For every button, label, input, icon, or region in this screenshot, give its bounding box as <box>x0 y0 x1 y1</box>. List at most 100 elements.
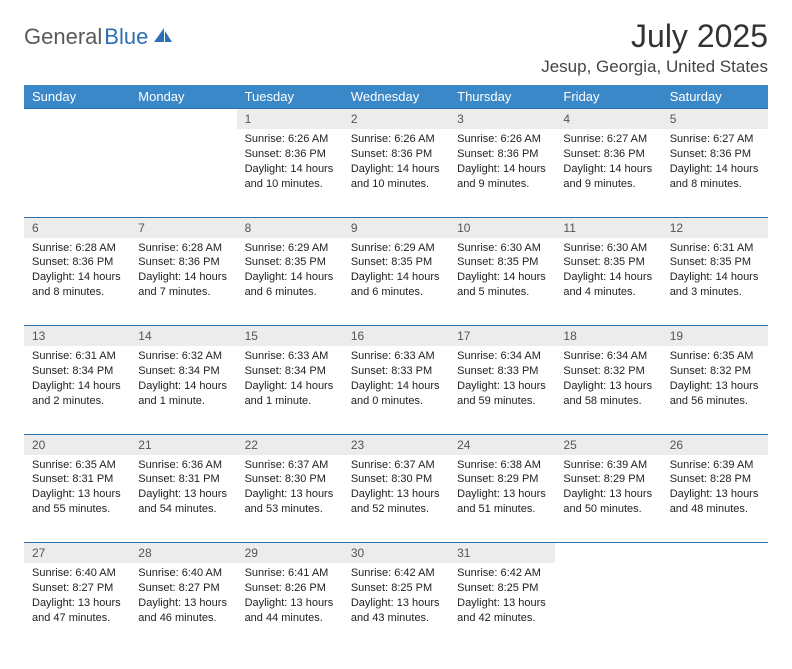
sunrise-text: Sunrise: 6:26 AM <box>351 132 441 147</box>
sunset-text: Sunset: 8:27 PM <box>32 581 122 596</box>
daylight-text: Daylight: 13 hours and 50 minutes. <box>563 487 653 517</box>
daylight-text: Daylight: 14 hours and 7 minutes. <box>138 270 228 300</box>
daylight-text: Daylight: 13 hours and 59 minutes. <box>457 379 547 409</box>
sunset-text: Sunset: 8:28 PM <box>670 472 760 487</box>
sunrise-text: Sunrise: 6:39 AM <box>670 458 760 473</box>
daylight-text: Daylight: 13 hours and 51 minutes. <box>457 487 547 517</box>
day-number-cell: 20 <box>24 434 130 455</box>
day-number-cell: 5 <box>662 109 768 130</box>
day-body-cell: Sunrise: 6:35 AMSunset: 8:32 PMDaylight:… <box>662 346 768 434</box>
sunset-text: Sunset: 8:27 PM <box>138 581 228 596</box>
day-number-cell: 25 <box>555 434 661 455</box>
location-text: Jesup, Georgia, United States <box>541 57 768 77</box>
day-number-cell <box>24 109 130 130</box>
sunset-text: Sunset: 8:29 PM <box>563 472 653 487</box>
sunrise-text: Sunrise: 6:42 AM <box>351 566 441 581</box>
daylight-text: Daylight: 14 hours and 3 minutes. <box>670 270 760 300</box>
sunrise-text: Sunrise: 6:35 AM <box>670 349 760 364</box>
sunset-text: Sunset: 8:35 PM <box>351 255 441 270</box>
sunset-text: Sunset: 8:35 PM <box>245 255 335 270</box>
sunrise-text: Sunrise: 6:34 AM <box>563 349 653 364</box>
day-body-cell: Sunrise: 6:26 AMSunset: 8:36 PMDaylight:… <box>343 129 449 217</box>
month-title: July 2025 <box>541 18 768 55</box>
daylight-text: Daylight: 14 hours and 1 minute. <box>245 379 335 409</box>
sunrise-text: Sunrise: 6:40 AM <box>32 566 122 581</box>
day-body-cell: Sunrise: 6:33 AMSunset: 8:33 PMDaylight:… <box>343 346 449 434</box>
day-body-cell: Sunrise: 6:38 AMSunset: 8:29 PMDaylight:… <box>449 455 555 543</box>
day-body-cell: Sunrise: 6:40 AMSunset: 8:27 PMDaylight:… <box>24 563 130 651</box>
daylight-text: Daylight: 14 hours and 5 minutes. <box>457 270 547 300</box>
sunset-text: Sunset: 8:36 PM <box>670 147 760 162</box>
sunset-text: Sunset: 8:34 PM <box>138 364 228 379</box>
day-body-row: Sunrise: 6:40 AMSunset: 8:27 PMDaylight:… <box>24 563 768 651</box>
day-number-cell: 19 <box>662 326 768 347</box>
sunset-text: Sunset: 8:30 PM <box>351 472 441 487</box>
weekday-header: Friday <box>555 85 661 109</box>
sunrise-text: Sunrise: 6:33 AM <box>245 349 335 364</box>
day-number-row: 6789101112 <box>24 217 768 238</box>
sunrise-text: Sunrise: 6:36 AM <box>138 458 228 473</box>
sunrise-text: Sunrise: 6:42 AM <box>457 566 547 581</box>
weekday-header: Sunday <box>24 85 130 109</box>
sunset-text: Sunset: 8:36 PM <box>563 147 653 162</box>
day-number-cell: 21 <box>130 434 236 455</box>
day-body-row: Sunrise: 6:28 AM Sunset: 8:36 PM Daylight:… <box>24 238 768 326</box>
sunrise-text: Sunrise: 6:28 AM <box>138 241 228 256</box>
day-number-cell: 28 <box>130 543 236 564</box>
day-body-cell: Sunrise: 6:41 AMSunset: 8:26 PMDaylight:… <box>237 563 343 651</box>
calendar-table: Sunday Monday Tuesday Wednesday Thursday… <box>24 85 768 651</box>
day-number-cell: 13 <box>24 326 130 347</box>
sunrise-text: Sunrise: 6:26 AM <box>245 132 335 147</box>
day-number-row: 2728293031 <box>24 543 768 564</box>
brand-sail-icon <box>152 26 174 49</box>
sunrise-text: Sunrise: 6:30 AM <box>457 241 547 256</box>
sunset-text: Sunset: 8:36 PM <box>457 147 547 162</box>
page-header: General Blue July 2025 Jesup, Georgia, U… <box>24 18 768 77</box>
day-number-cell: 22 <box>237 434 343 455</box>
sunrise-text: Sunrise: 6:32 AM <box>138 349 228 364</box>
day-body-cell: Sunrise: 6:28 AMSunset: 8:36 PMDaylight:… <box>130 238 236 326</box>
sunset-text: Sunset: 8:33 PM <box>351 364 441 379</box>
weekday-header: Monday <box>130 85 236 109</box>
daylight-text: Daylight: 14 hours and 0 minutes. <box>351 379 441 409</box>
day-number-cell: 8 <box>237 217 343 238</box>
sunrise-text: Sunrise: 6:41 AM <box>245 566 335 581</box>
daylight-text: Daylight: 14 hours and 10 minutes. <box>351 162 441 192</box>
day-body-cell: Sunrise: 6:39 AMSunset: 8:29 PMDaylight:… <box>555 455 661 543</box>
day-number-cell: 16 <box>343 326 449 347</box>
daylight-text: Daylight: 13 hours and 46 minutes. <box>138 596 228 626</box>
day-number-cell: 23 <box>343 434 449 455</box>
sunrise-text: Sunrise: 6:26 AM <box>457 132 547 147</box>
day-body-cell: Sunrise: 6:28 AMSunset: 8:36 PMDaylight:… <box>24 238 130 326</box>
sunset-text: Sunset: 8:35 PM <box>457 255 547 270</box>
day-body-cell <box>662 563 768 651</box>
day-number-row: 13141516171819 <box>24 326 768 347</box>
day-body-cell: Sunrise: 6:33 AMSunset: 8:34 PMDaylight:… <box>237 346 343 434</box>
day-body-cell: Sunrise: 6:27 AMSunset: 8:36 PMDaylight:… <box>662 129 768 217</box>
daylight-text: Daylight: 13 hours and 42 minutes. <box>457 596 547 626</box>
day-number-cell: 4 <box>555 109 661 130</box>
sunset-text: Sunset: 8:33 PM <box>457 364 547 379</box>
weekday-header: Tuesday <box>237 85 343 109</box>
sunrise-text: Sunrise: 6:35 AM <box>32 458 122 473</box>
day-number-cell: 6 <box>24 217 130 238</box>
sunrise-text: Sunrise: 6:33 AM <box>351 349 441 364</box>
day-number-cell: 27 <box>24 543 130 564</box>
sunrise-text: Sunrise: 6:27 AM <box>670 132 760 147</box>
sunrise-text: Sunrise: 6:38 AM <box>457 458 547 473</box>
sunset-text: Sunset: 8:34 PM <box>245 364 335 379</box>
sunrise-text: Sunrise: 6:27 AM <box>563 132 653 147</box>
sunset-text: Sunset: 8:29 PM <box>457 472 547 487</box>
sunset-text: Sunset: 8:36 PM <box>32 255 122 270</box>
sunrise-text: Sunrise: 6:37 AM <box>351 458 441 473</box>
daylight-text: Daylight: 14 hours and 4 minutes. <box>563 270 653 300</box>
day-body-cell: Sunrise: 6:35 AMSunset: 8:31 PMDaylight:… <box>24 455 130 543</box>
sunrise-text: Sunrise: 6:29 AM <box>245 241 335 256</box>
sunrise-text: Sunrise: 6:37 AM <box>245 458 335 473</box>
day-body-cell: Sunrise: 6:37 AMSunset: 8:30 PMDaylight:… <box>343 455 449 543</box>
sunset-text: Sunset: 8:34 PM <box>32 364 122 379</box>
sunset-text: Sunset: 8:36 PM <box>351 147 441 162</box>
day-number-cell: 30 <box>343 543 449 564</box>
day-number-cell: 3 <box>449 109 555 130</box>
day-body-cell: Sunrise: 6:29 AMSunset: 8:35 PMDaylight:… <box>343 238 449 326</box>
